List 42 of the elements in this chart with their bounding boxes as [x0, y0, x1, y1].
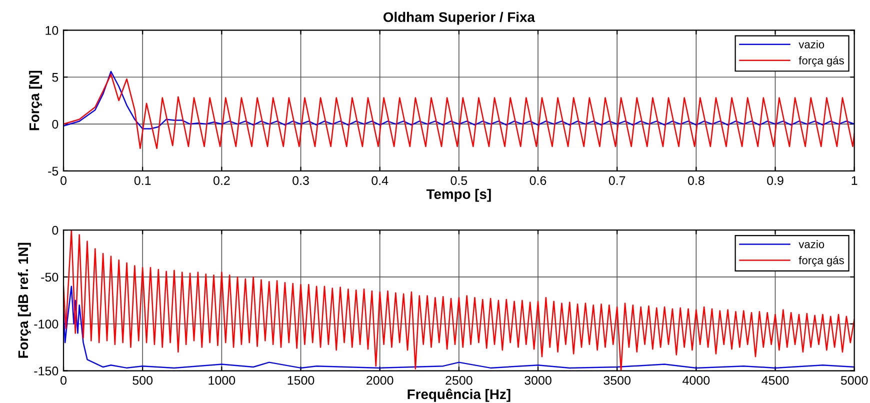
y-tick-label: 5 [52, 73, 58, 82]
x-tick-label: 1 [852, 176, 858, 185]
y-tick-label: 10 [46, 26, 58, 35]
x-tick-label: 3500 [604, 376, 631, 385]
legend-label: força gás [798, 56, 844, 67]
x-tick-label: 4000 [682, 376, 710, 385]
x-tick-label: 0.5 [450, 176, 468, 185]
y-axis-title: Força [N] [29, 70, 42, 130]
y-tick-label: 0 [52, 120, 58, 129]
x-tick-label: 0.2 [213, 176, 230, 185]
x-axis-title: Tempo [s] [426, 188, 491, 202]
legend-label: vazio [798, 40, 824, 48]
x-tick-label: 5000 [840, 376, 868, 385]
y-tick-label: -5 [48, 166, 58, 176]
x-tick-label: 0.6 [530, 176, 546, 185]
y-tick-label: -50 [41, 272, 58, 282]
x-tick-label: 0.1 [134, 176, 151, 185]
chart-title: Oldham Superior / Fixa [383, 12, 536, 25]
x-tick-label: 500 [132, 376, 153, 385]
x-tick-label: 0.7 [608, 176, 626, 185]
x-tick-label: 2000 [366, 376, 394, 385]
x-tick-label: 2500 [446, 376, 472, 385]
x-tick-label: 0 [60, 176, 66, 185]
x-tick-label: 0.4 [372, 176, 388, 185]
x-tick-label: 1500 [288, 376, 314, 385]
y-tick-label: 0 [52, 226, 58, 235]
x-tick-label: 0.8 [688, 176, 704, 185]
y-axis-title: Força [dB ref. 1N] [18, 242, 31, 358]
x-tick-label: 0 [60, 376, 66, 385]
line-series [64, 74, 854, 150]
x-tick-label: 0.3 [292, 176, 309, 185]
x-tick-label: 1000 [208, 376, 236, 385]
legend-label: vazio [798, 240, 824, 248]
y-tick-label: -150 [34, 366, 58, 376]
line-series [64, 70, 854, 130]
x-tick-label: 0.9 [767, 176, 784, 185]
x-axis-title: Frequência [Hz] [408, 388, 510, 402]
line-series [64, 230, 854, 371]
x-tick-label: 4500 [762, 376, 789, 385]
x-tick-label: 3000 [524, 376, 552, 385]
y-tick-label: -100 [34, 320, 58, 329]
legend-label: força gás [798, 256, 844, 266]
